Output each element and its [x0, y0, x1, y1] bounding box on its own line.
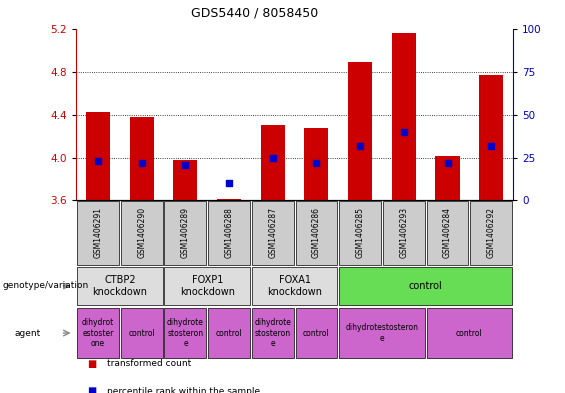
Text: GSM1406290: GSM1406290 — [137, 207, 146, 259]
Bar — [339, 266, 512, 305]
Text: percentile rank within the sample: percentile rank within the sample — [107, 387, 260, 393]
Bar — [436, 156, 459, 200]
Text: GSM1406286: GSM1406286 — [312, 208, 321, 258]
Text: GSM1406293: GSM1406293 — [399, 207, 408, 259]
Bar — [427, 201, 468, 264]
Text: GSM1406289: GSM1406289 — [181, 208, 190, 258]
Text: control: control — [456, 329, 483, 338]
Bar — [252, 308, 294, 358]
Bar — [164, 308, 206, 358]
Text: agent: agent — [14, 329, 40, 338]
Point — [181, 162, 190, 168]
Point — [94, 158, 103, 164]
Text: GSM1406285: GSM1406285 — [355, 208, 364, 258]
Bar — [173, 160, 198, 200]
Text: dihydrote
stosteron
e: dihydrote stosteron e — [167, 318, 204, 348]
Point — [355, 143, 364, 149]
Bar — [130, 117, 154, 200]
Text: ■: ■ — [88, 358, 97, 369]
Bar — [77, 308, 119, 358]
Bar — [86, 112, 110, 200]
Bar — [295, 201, 337, 264]
Text: control: control — [303, 329, 330, 338]
Bar — [392, 33, 416, 200]
Text: dihydrote
stosteron
e: dihydrote stosteron e — [254, 318, 291, 348]
Point — [443, 160, 452, 166]
Text: control: control — [128, 329, 155, 338]
Point — [268, 154, 277, 161]
Point — [312, 160, 321, 166]
Bar — [164, 266, 250, 305]
Bar — [121, 201, 163, 264]
Bar — [77, 266, 163, 305]
Bar — [295, 308, 337, 358]
Bar — [339, 201, 381, 264]
Text: control: control — [409, 281, 442, 291]
Bar — [339, 308, 425, 358]
Text: GSM1406288: GSM1406288 — [225, 208, 234, 258]
Text: CTBP2
knockdown: CTBP2 knockdown — [93, 275, 147, 297]
Bar — [348, 62, 372, 200]
Text: GSM1406291: GSM1406291 — [94, 208, 103, 258]
Text: GSM1406284: GSM1406284 — [443, 208, 452, 258]
Text: control: control — [216, 329, 242, 338]
Bar — [77, 201, 119, 264]
Text: GDS5440 / 8058450: GDS5440 / 8058450 — [190, 7, 318, 20]
Text: GSM1406292: GSM1406292 — [486, 208, 496, 258]
Bar — [479, 75, 503, 200]
Bar — [252, 201, 294, 264]
Bar — [164, 201, 206, 264]
Bar — [217, 199, 241, 200]
Point — [486, 143, 496, 149]
Point — [137, 160, 146, 166]
Point — [225, 180, 234, 186]
Text: FOXA1
knockdown: FOXA1 knockdown — [267, 275, 322, 297]
Text: FOXP1
knockdown: FOXP1 knockdown — [180, 275, 235, 297]
Text: GSM1406287: GSM1406287 — [268, 208, 277, 258]
Bar — [208, 308, 250, 358]
Bar — [261, 125, 285, 200]
Bar — [383, 201, 425, 264]
Bar — [121, 308, 163, 358]
Text: genotype/variation: genotype/variation — [3, 281, 89, 290]
Text: transformed count: transformed count — [107, 359, 192, 368]
Bar — [470, 201, 512, 264]
Bar — [427, 308, 512, 358]
Text: dihydrot
estoster
one: dihydrot estoster one — [82, 318, 114, 348]
Bar — [252, 266, 337, 305]
Text: ■: ■ — [88, 386, 97, 393]
Bar — [208, 201, 250, 264]
Bar — [305, 128, 328, 200]
Text: dihydrotestosteron
e: dihydrotestosteron e — [345, 323, 419, 343]
Point — [399, 129, 408, 135]
